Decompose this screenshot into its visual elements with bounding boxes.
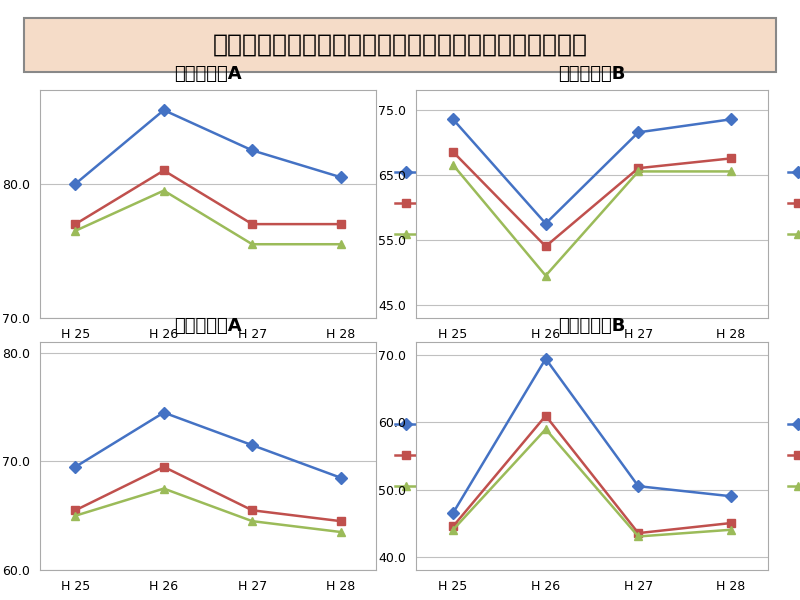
Legend: 三鷹, 都, 国: 三鷹, 都, 国: [390, 161, 450, 247]
Line: 国: 国: [449, 161, 735, 280]
国: [247, 518, 257, 525]
三鷹: [634, 129, 643, 136]
国: [541, 425, 550, 433]
都: [448, 523, 458, 530]
都: [634, 164, 643, 172]
Line: 国: 国: [449, 425, 735, 541]
国: [726, 526, 736, 533]
Legend: 三鷹, 都, 国: 三鷹, 都, 国: [782, 413, 800, 499]
Line: 三鷹: 三鷹: [71, 409, 345, 482]
国: [247, 241, 257, 248]
Line: 三鷹: 三鷹: [71, 106, 345, 188]
Legend: 三鷹, 都, 国: 三鷹, 都, 国: [390, 413, 450, 499]
三鷹: [336, 173, 346, 181]
Line: 都: 都: [71, 463, 345, 526]
三鷹: [448, 116, 458, 123]
都: [448, 148, 458, 155]
三鷹: [336, 474, 346, 481]
都: [634, 530, 643, 537]
Title: 中学校数学A: 中学校数学A: [174, 317, 242, 335]
都: [247, 506, 257, 514]
都: [541, 412, 550, 419]
Text: 全国学力・学習状況調査（中学校）　平均正答率（％）: 全国学力・学習状況調査（中学校） 平均正答率（％）: [213, 33, 587, 57]
都: [159, 463, 169, 470]
国: [70, 512, 80, 520]
三鷹: [726, 116, 736, 123]
三鷹: [247, 442, 257, 449]
国: [159, 187, 169, 194]
国: [634, 168, 643, 175]
国: [70, 227, 80, 235]
国: [448, 161, 458, 169]
Line: 都: 都: [449, 412, 735, 537]
Line: 都: 都: [449, 148, 735, 251]
都: [336, 221, 346, 228]
三鷹: [247, 147, 257, 154]
国: [726, 168, 736, 175]
都: [336, 518, 346, 525]
都: [159, 167, 169, 174]
都: [541, 243, 550, 250]
三鷹: [448, 509, 458, 517]
都: [247, 221, 257, 228]
三鷹: [70, 180, 80, 187]
Line: 三鷹: 三鷹: [449, 355, 735, 517]
都: [70, 221, 80, 228]
三鷹: [726, 493, 736, 500]
Line: 国: 国: [71, 187, 345, 248]
国: [336, 241, 346, 248]
Line: 国: 国: [71, 484, 345, 536]
Title: 中学校国語A: 中学校国語A: [174, 65, 242, 83]
国: [159, 485, 169, 492]
都: [726, 520, 736, 527]
国: [541, 272, 550, 279]
国: [336, 529, 346, 536]
国: [448, 526, 458, 533]
三鷹: [541, 355, 550, 362]
三鷹: [541, 220, 550, 227]
都: [726, 155, 736, 162]
三鷹: [70, 463, 80, 470]
Line: 三鷹: 三鷹: [449, 115, 735, 228]
三鷹: [159, 409, 169, 416]
三鷹: [634, 482, 643, 490]
三鷹: [159, 107, 169, 114]
国: [634, 533, 643, 540]
都: [70, 506, 80, 514]
Legend: 三鷹, 都, 国: 三鷹, 都, 国: [782, 161, 800, 247]
Line: 都: 都: [71, 166, 345, 228]
Title: 中学校数学B: 中学校数学B: [558, 317, 626, 335]
Title: 中学校国語B: 中学校国語B: [558, 65, 626, 83]
